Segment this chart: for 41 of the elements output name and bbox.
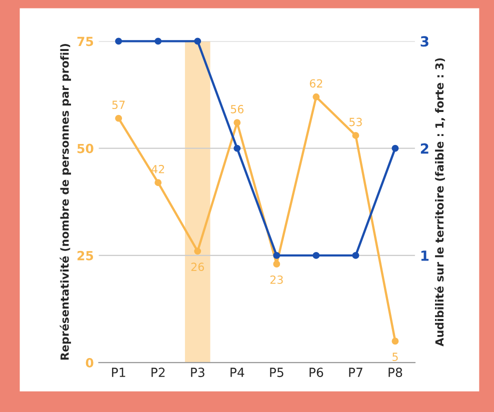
point: [154, 38, 162, 45]
data-label: 56: [230, 104, 244, 114]
x-tick-label: P4: [230, 368, 244, 377]
point: [115, 38, 122, 45]
data-label: 42: [152, 164, 164, 174]
point: [352, 252, 360, 259]
point: [194, 248, 202, 255]
point: [392, 338, 399, 345]
point: [352, 132, 360, 139]
y2-axis-title: Audibilité sur le territoire (faible : 1, forte : 3): [434, 58, 446, 346]
x-tick-label: P2: [152, 368, 165, 377]
x-tick-label: P5: [270, 368, 284, 378]
x-tick-label: P3: [191, 368, 204, 378]
x-tick-label: P6: [310, 368, 324, 378]
y-axis-title: Représentativité (nombre de personnes par profil): [60, 44, 71, 360]
x-tick-label: P7: [349, 368, 362, 377]
point: [312, 252, 320, 259]
y-tick-label: 0: [86, 358, 94, 368]
y2-tick-label: 1: [421, 250, 429, 261]
point: [392, 144, 399, 152]
point: [312, 93, 320, 100]
data-label: 23: [270, 275, 283, 284]
y2-tick-label: 2: [420, 143, 428, 154]
point: [194, 38, 202, 45]
data-label: 53: [349, 118, 362, 126]
point: [234, 119, 241, 126]
data-label: 26: [191, 262, 204, 272]
y-tick-label: 25: [78, 250, 94, 260]
point: [154, 179, 162, 186]
data-label: 57: [112, 100, 125, 110]
y-tick-label: 75: [77, 36, 94, 46]
data-label: 5: [392, 352, 398, 362]
y2-tick-label: 3: [420, 36, 428, 47]
data-label: 62: [310, 79, 322, 88]
point: [273, 252, 280, 259]
point: [234, 144, 241, 152]
point: [115, 114, 122, 122]
y-tick-label: 50: [78, 144, 94, 154]
point: [273, 260, 280, 268]
x-tick-label: P1: [112, 368, 126, 377]
x-tick-label: P8: [388, 368, 402, 378]
